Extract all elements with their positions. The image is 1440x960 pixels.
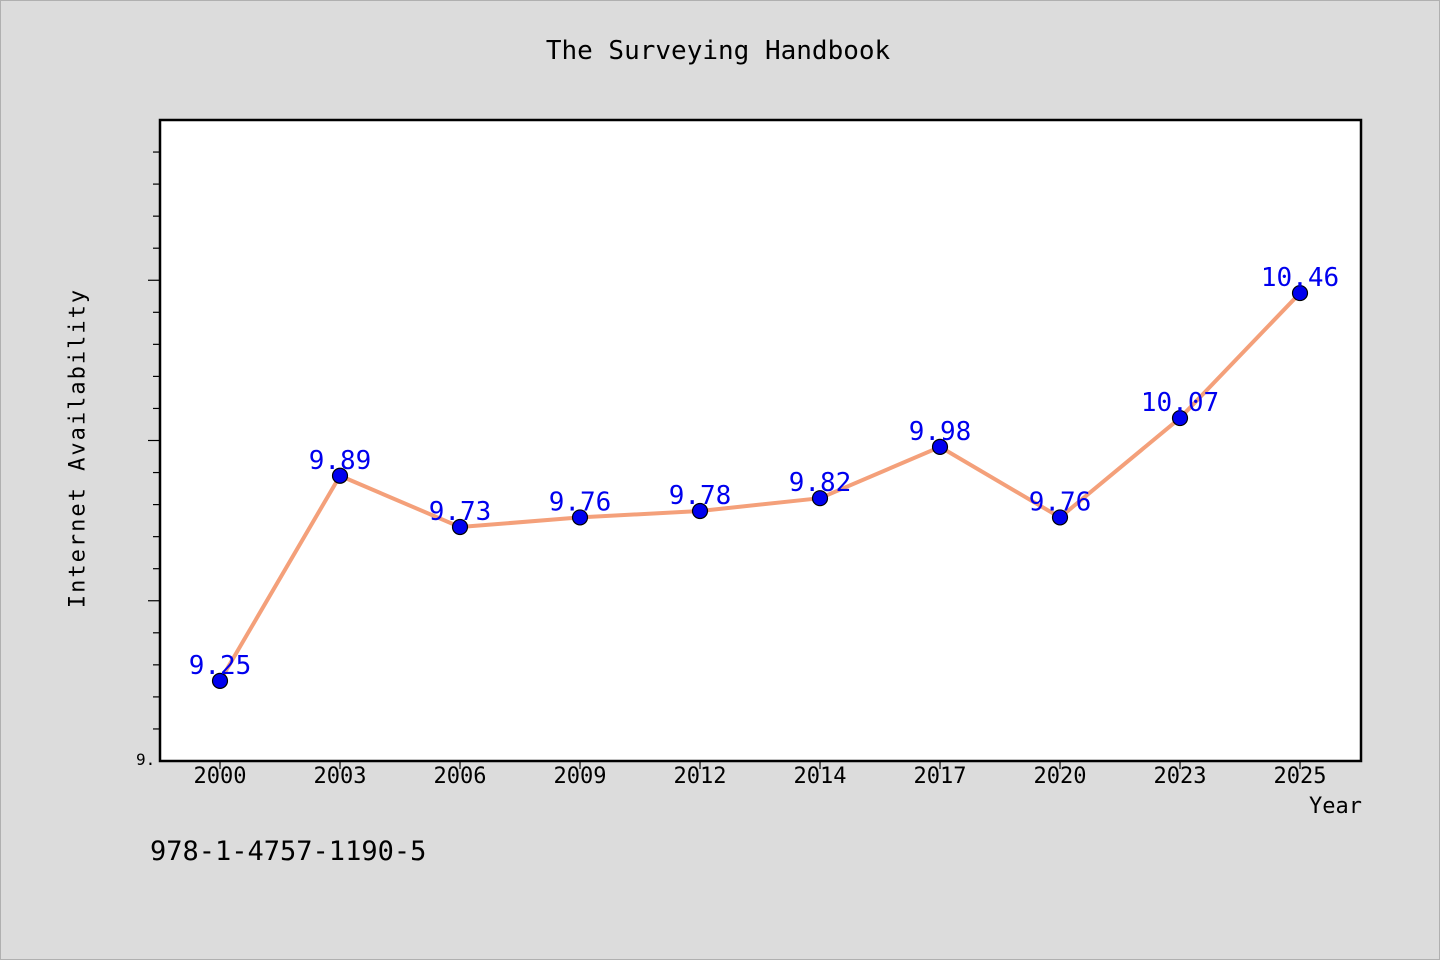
- plot-area: [158, 118, 1363, 763]
- data-point: [211, 672, 229, 689]
- x-tick-label: 2017: [914, 764, 967, 789]
- data-label: 10.46: [1261, 263, 1339, 293]
- series-line-group: [218, 291, 1302, 683]
- data-label: 9.76: [1029, 487, 1092, 517]
- x-tick-label: 2000: [194, 764, 247, 789]
- x-tick-label: 2006: [434, 764, 487, 789]
- data-point: [451, 518, 469, 536]
- data-point: [691, 502, 709, 520]
- data-point: [1051, 509, 1069, 526]
- data-label: 9.98: [909, 417, 972, 447]
- data-label: 9.82: [789, 468, 852, 498]
- x-tick-label: 2025: [1274, 764, 1327, 789]
- data-labels: 9.25 9.89 9.73 9.76 9.78 9.82 9.98 9.76 10.07 10.…: [189, 263, 1339, 681]
- data-label: 9.89: [309, 446, 372, 476]
- y-axis-ticks: [148, 151, 160, 730]
- data-point: [811, 490, 829, 507]
- data-label: 10.07: [1141, 388, 1219, 418]
- x-tick-label: 2003: [314, 764, 367, 789]
- data-point: [931, 438, 949, 456]
- data-label: 9.73: [429, 497, 492, 527]
- series-markers: [211, 284, 1309, 689]
- x-tick-label: 2009: [554, 764, 607, 789]
- series-line: [218, 291, 1302, 683]
- y-tick-label-min: 9.: [136, 750, 156, 769]
- isbn-footnote: 978-1-4757-1190-5: [150, 836, 427, 867]
- x-tick-label: 2012: [674, 764, 727, 789]
- x-axis-ticks: 2000 2003 2006 2009 2012 2014 2017 2020 2023 2025: [194, 761, 1327, 789]
- x-tick-label: 2023: [1154, 764, 1207, 789]
- x-axis-label: Year: [1309, 794, 1362, 819]
- x-tick-label: 2014: [794, 764, 847, 789]
- chart-title: The Surveying Handbook: [545, 36, 891, 66]
- data-label: 9.78: [669, 481, 732, 511]
- data-point: [571, 509, 589, 526]
- data-point: [1171, 409, 1189, 427]
- x-tick-label: 2020: [1034, 764, 1087, 789]
- data-point: [1291, 284, 1309, 302]
- data-label: 9.25: [189, 651, 252, 681]
- data-point: [331, 467, 349, 484]
- data-label: 9.76: [549, 487, 612, 517]
